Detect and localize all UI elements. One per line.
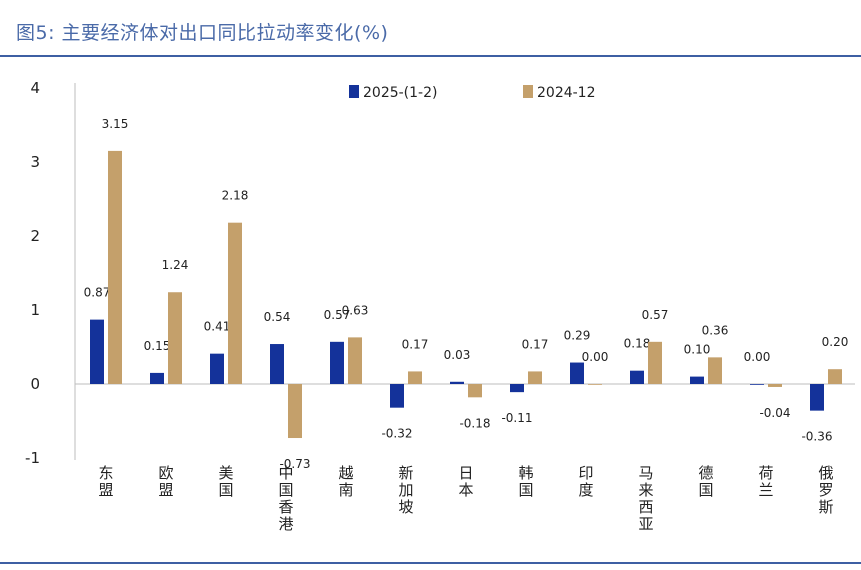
bar-series2 (168, 292, 182, 384)
y-tick-label: 2 (30, 227, 40, 245)
category-label: 俄罗斯 (818, 464, 833, 516)
bar-series2 (828, 369, 842, 384)
data-label: 3.15 (102, 117, 129, 131)
data-label: 0.20 (822, 335, 849, 349)
y-tick-label: 0 (30, 375, 40, 393)
bar-series1 (690, 376, 704, 384)
bar-series1 (570, 362, 584, 384)
data-label: 0.00 (582, 350, 609, 364)
data-label: 0.10 (684, 343, 711, 357)
bar-series1 (390, 384, 404, 408)
data-label: 0.36 (702, 323, 729, 337)
data-label: 0.00 (744, 350, 771, 364)
bar-series2 (468, 384, 482, 398)
legend-swatch (523, 85, 533, 98)
data-label: 2.18 (222, 189, 249, 203)
legend-swatch (349, 85, 359, 98)
category-label: 印度 (578, 464, 593, 499)
category-label: 中国香港 (278, 464, 293, 533)
data-label: 0.29 (564, 329, 591, 343)
legend-label: 2024-12 (537, 85, 596, 101)
bar-series2 (528, 371, 542, 384)
y-tick-label: 4 (30, 79, 40, 97)
data-label: -0.18 (459, 416, 490, 430)
bar-series1 (150, 372, 164, 384)
data-label: 0.17 (402, 337, 429, 351)
data-label: 0.15 (144, 339, 171, 353)
bar-series2 (648, 341, 662, 384)
bar-series1 (750, 384, 764, 385)
y-tick-label: -1 (25, 449, 40, 467)
bar-series1 (810, 384, 824, 411)
bar-series2 (108, 150, 122, 384)
y-tick-label: 3 (30, 153, 40, 171)
bar-series2 (228, 222, 242, 384)
category-label: 东盟 (98, 464, 113, 499)
data-label: 0.17 (522, 337, 549, 351)
bar-series2 (588, 384, 602, 385)
data-label: -0.73 (279, 457, 310, 471)
data-label: 0.41 (204, 320, 231, 334)
bar-series2 (768, 384, 782, 387)
bar-series1 (330, 341, 344, 384)
category-label: 越南 (338, 464, 353, 499)
category-label: 马来西亚 (638, 464, 653, 533)
data-label: 0.57 (642, 308, 669, 322)
y-tick-label: 1 (30, 301, 40, 319)
data-label: 0.03 (444, 348, 471, 362)
data-label: 0.57 (324, 308, 351, 322)
data-label: -0.36 (801, 430, 832, 444)
legend-label: 2025-(1-2) (363, 85, 437, 101)
bar-series1 (210, 353, 224, 384)
category-label: 日本 (458, 464, 473, 499)
bar-series2 (288, 384, 302, 439)
category-label: 欧盟 (158, 464, 173, 499)
data-label: 0.18 (624, 337, 651, 351)
bottom-divider (0, 562, 861, 564)
data-label: 1.24 (162, 258, 189, 272)
category-label: 韩国 (518, 464, 533, 499)
bar-series1 (510, 384, 524, 393)
bar-series2 (708, 357, 722, 384)
bar-series2 (348, 337, 362, 384)
bar-series1 (630, 370, 644, 384)
category-label: 荷兰 (758, 464, 773, 499)
data-label: 0.63 (342, 303, 369, 317)
bar-series1 (450, 381, 464, 384)
bar-series1 (90, 319, 104, 384)
data-label: -0.04 (759, 406, 790, 420)
data-label: -0.32 (381, 427, 412, 441)
bar-series1 (270, 344, 284, 384)
bar-series2 (408, 371, 422, 384)
chart-title: 图5: 主要经济体对出口同比拉动率变化(%) (16, 22, 389, 44)
title-divider (0, 55, 861, 57)
category-label: 美国 (218, 464, 233, 499)
data-label: 0.54 (264, 310, 291, 324)
category-label: 德国 (698, 464, 713, 499)
data-label: -0.11 (501, 411, 532, 425)
category-label: 新加坡 (398, 464, 413, 516)
data-label: 0.87 (84, 286, 111, 300)
